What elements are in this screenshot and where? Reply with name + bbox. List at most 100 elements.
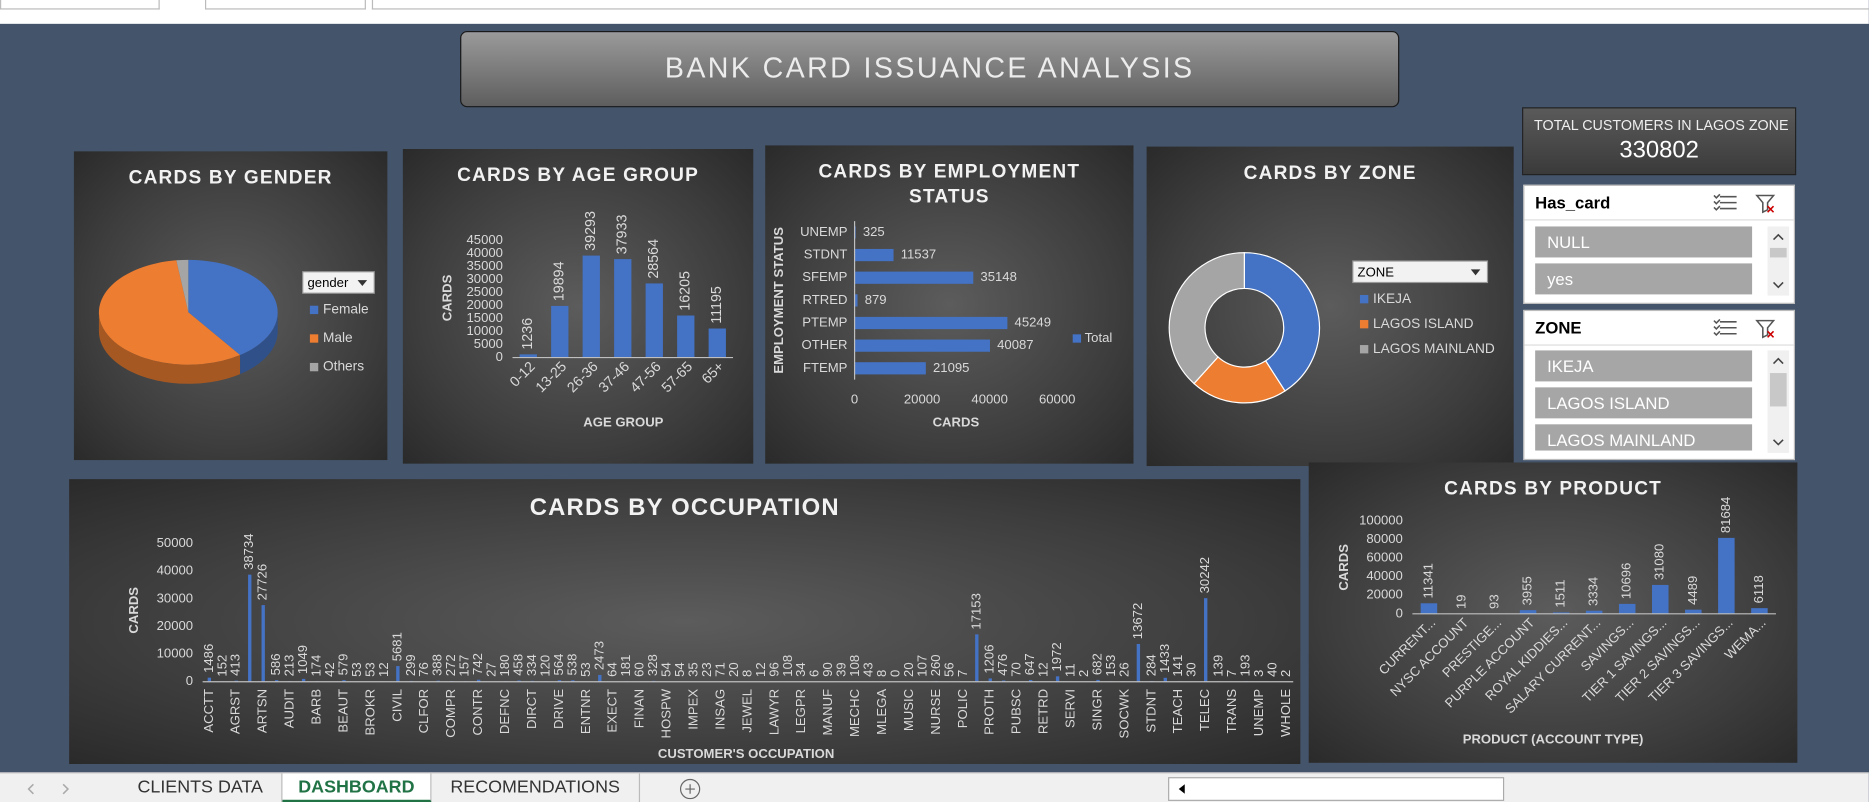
x-axis-label: PRODUCT (ACCOUNT TYPE) [1463, 732, 1644, 747]
legend-swatch [309, 305, 319, 315]
data-label: 39 [834, 662, 849, 677]
chart-title: CARDS BY OCCUPATION [529, 494, 840, 521]
bar [301, 678, 306, 682]
bar [396, 666, 400, 682]
data-label: 27 [484, 662, 499, 677]
data-label: 21095 [933, 360, 969, 375]
bar [557, 680, 562, 682]
bar [274, 680, 279, 682]
data-label: 2 [1076, 670, 1091, 677]
sheet-tab[interactable]: RECOMENDATIONS [431, 773, 641, 802]
data-label: 53 [578, 662, 593, 677]
bar [571, 680, 575, 682]
data-label: 3334 [1586, 577, 1601, 606]
y-tick-label: 40000 [157, 563, 193, 578]
data-label: 17153 [968, 593, 983, 629]
bar [1002, 680, 1006, 682]
slicer-item[interactable]: IKEJA [1535, 350, 1753, 382]
scrollbar[interactable] [1767, 226, 1790, 296]
x-tick-label: BARB [309, 689, 324, 725]
data-label: 181 [618, 655, 633, 677]
data-label: 5681 [389, 632, 404, 661]
data-label: 458 [510, 654, 525, 676]
data-label: 4489 [1685, 576, 1700, 605]
x-tick-label: SOCWK [1116, 689, 1131, 739]
name-box[interactable] [0, 0, 160, 10]
scrollbar[interactable] [1767, 350, 1790, 453]
data-label: 476 [995, 654, 1010, 676]
chart: 0 20000 40000 60000 UNEMP 325 STDNT 11537 SFEMP 3… [771, 221, 1112, 430]
bar [614, 259, 632, 358]
y-tick-label: 35000 [467, 258, 503, 273]
data-label: 152 [214, 655, 229, 677]
x-tick-label: STDNT [1143, 689, 1158, 733]
slicer-title: ZONE [1535, 318, 1582, 338]
data-label: 579 [335, 654, 350, 676]
legend-dropdown[interactable] [302, 271, 375, 294]
slicer-item[interactable]: LAGOS ISLAND [1535, 387, 1753, 419]
legend-label: IKEJA [1373, 291, 1412, 306]
data-label: 0 [887, 670, 902, 677]
slicer-item[interactable]: yes [1535, 263, 1753, 295]
x-tick-label: 20000 [904, 391, 940, 406]
data-label: 647 [1022, 653, 1037, 675]
legend-swatch [309, 362, 319, 372]
data-label: 42 [322, 662, 337, 677]
data-label: 53 [349, 662, 364, 677]
horizontal-scrollbar[interactable] [1168, 777, 1505, 801]
y-tick-label: SFEMP [802, 269, 847, 284]
data-label: 12 [1036, 662, 1051, 677]
data-label: 1433 [1157, 644, 1172, 673]
data-label: 1486 [201, 644, 216, 673]
y-axis-label: CARDS [126, 587, 141, 634]
y-tick-label: 25000 [467, 284, 503, 299]
data-label: 139 [1211, 655, 1226, 677]
data-label: 153 [1103, 655, 1118, 677]
chart-title: CARDS BY GENDER [128, 168, 333, 189]
bar [1420, 603, 1438, 614]
legend-swatch [1359, 294, 1369, 304]
data-label: 71 [712, 662, 727, 677]
x-tick-label: EXECT [605, 689, 620, 733]
function-box[interactable] [205, 0, 366, 10]
data-label: 2 [1278, 670, 1293, 677]
data-label: 7 [1224, 670, 1239, 677]
x-axis-label: AGE GROUP [583, 415, 663, 430]
bar [517, 680, 521, 682]
y-tick-label: 60000 [1366, 550, 1402, 565]
x-tick-label: 37-46 [596, 359, 633, 396]
formula-input[interactable] [371, 0, 1869, 10]
x-tick-label: DEFNC [497, 689, 512, 734]
y-tick-label: 80000 [1366, 531, 1402, 546]
data-label: 20 [901, 662, 916, 677]
y-tick-label: 100000 [1359, 512, 1403, 527]
y-tick-label: 10000 [157, 646, 193, 661]
data-label: 81684 [1718, 497, 1733, 533]
chart-title: CARDS BY PRODUCT [1444, 479, 1662, 500]
x-axis-label: CUSTOMER'S OCCUPATION [658, 746, 834, 761]
bar [1055, 676, 1060, 682]
data-label: 6 [807, 670, 822, 677]
data-label: 538 [564, 654, 579, 676]
data-label: 742 [470, 653, 485, 675]
data-label: 40087 [997, 337, 1033, 352]
chart-panel: CARDS BY EMPLOYMENT STATUS 0 20000 40000 600… [765, 145, 1134, 464]
y-tick-label: 15000 [467, 310, 503, 325]
legend-dropdown[interactable] [1352, 260, 1489, 284]
sheet-tab[interactable]: DASHBOARD [282, 773, 432, 802]
slicer-item[interactable]: LAGOS MAINLAND [1535, 424, 1753, 451]
chart: 02000040000600008000010000011341CURRENT.… [1336, 497, 1776, 747]
tab-nav[interactable] [0, 774, 119, 802]
data-label: 70 [1009, 662, 1024, 677]
legend-swatch [309, 334, 319, 343]
bar [1028, 679, 1033, 682]
x-tick-label: AUDIT [282, 689, 297, 728]
x-tick-label: PUBSC [1009, 689, 1024, 734]
add-sheet[interactable] [677, 776, 703, 802]
kpi-value: 330802 [1619, 137, 1699, 164]
data-label: 213 [282, 655, 297, 677]
sheet-tab[interactable]: CLIENTS DATA [119, 773, 283, 802]
dropdown-arrow [1470, 269, 1481, 276]
y-tick-label: 20000 [467, 297, 503, 312]
slicer-item[interactable]: NULL [1535, 226, 1753, 258]
